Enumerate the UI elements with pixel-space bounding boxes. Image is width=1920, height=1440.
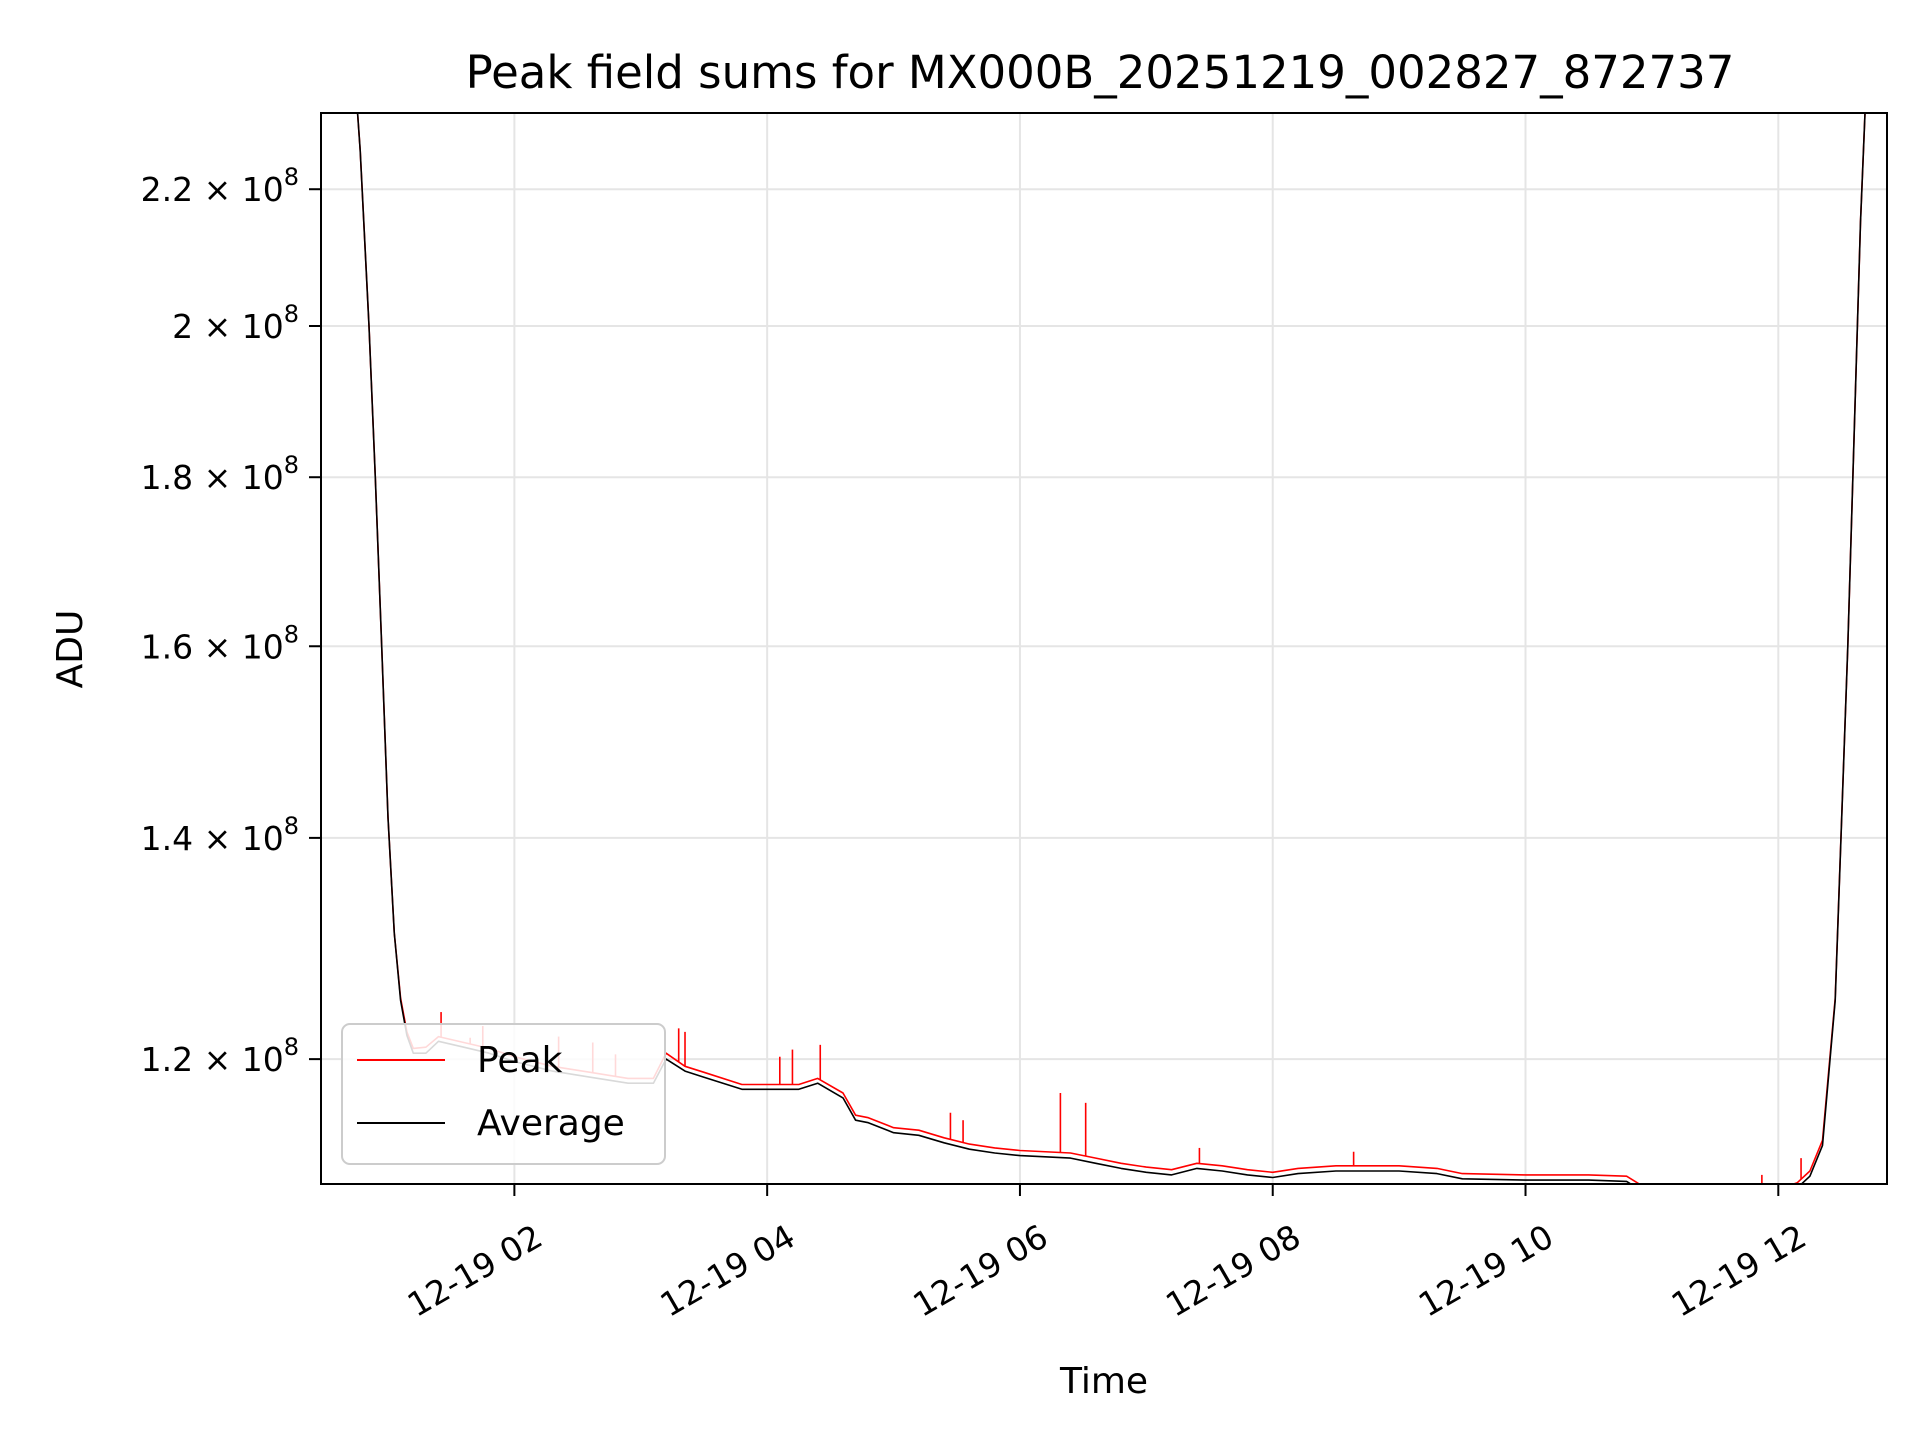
y-tick-mantissa: 2 × 10 (172, 307, 284, 346)
y-tick-mantissa: 2.2 × 10 (141, 170, 284, 209)
y-tick-exponent: 8 (284, 300, 299, 328)
y-tick-exponent: 8 (284, 812, 299, 840)
legend-label-peak: Peak (477, 1040, 563, 1081)
plot-frame (320, 112, 1888, 1185)
y-axis-label: ADU (50, 610, 91, 689)
y-tick-exponent: 8 (284, 1033, 299, 1061)
y-tick-label: 2 × 108 (172, 300, 299, 346)
y-tick-label: 1.8 × 108 (141, 451, 299, 497)
y-tick-label: 2.2 × 108 (141, 163, 299, 209)
legend-label-average: Average (477, 1103, 625, 1144)
y-tick-exponent: 8 (284, 163, 299, 191)
y-tick-mantissa: 1.8 × 10 (141, 458, 284, 497)
y-tick-exponent: 8 (284, 451, 299, 479)
legend: Peak Average (341, 1023, 666, 1165)
y-tick-mantissa: 1.4 × 10 (141, 819, 284, 858)
chart-title: Peak field sums for MX000B_20251219_0028… (466, 46, 1735, 99)
y-tick-label: 1.6 × 108 (141, 620, 299, 666)
y-tick-label: 1.4 × 108 (141, 812, 299, 858)
y-tick-mantissa: 1.6 × 10 (141, 627, 284, 666)
y-tick-mantissa: 1.2 × 10 (141, 1040, 284, 1079)
y-tick-exponent: 8 (284, 620, 299, 648)
y-tick-label: 1.2 × 108 (141, 1033, 299, 1079)
x-axis-label: Time (1059, 1361, 1148, 1402)
